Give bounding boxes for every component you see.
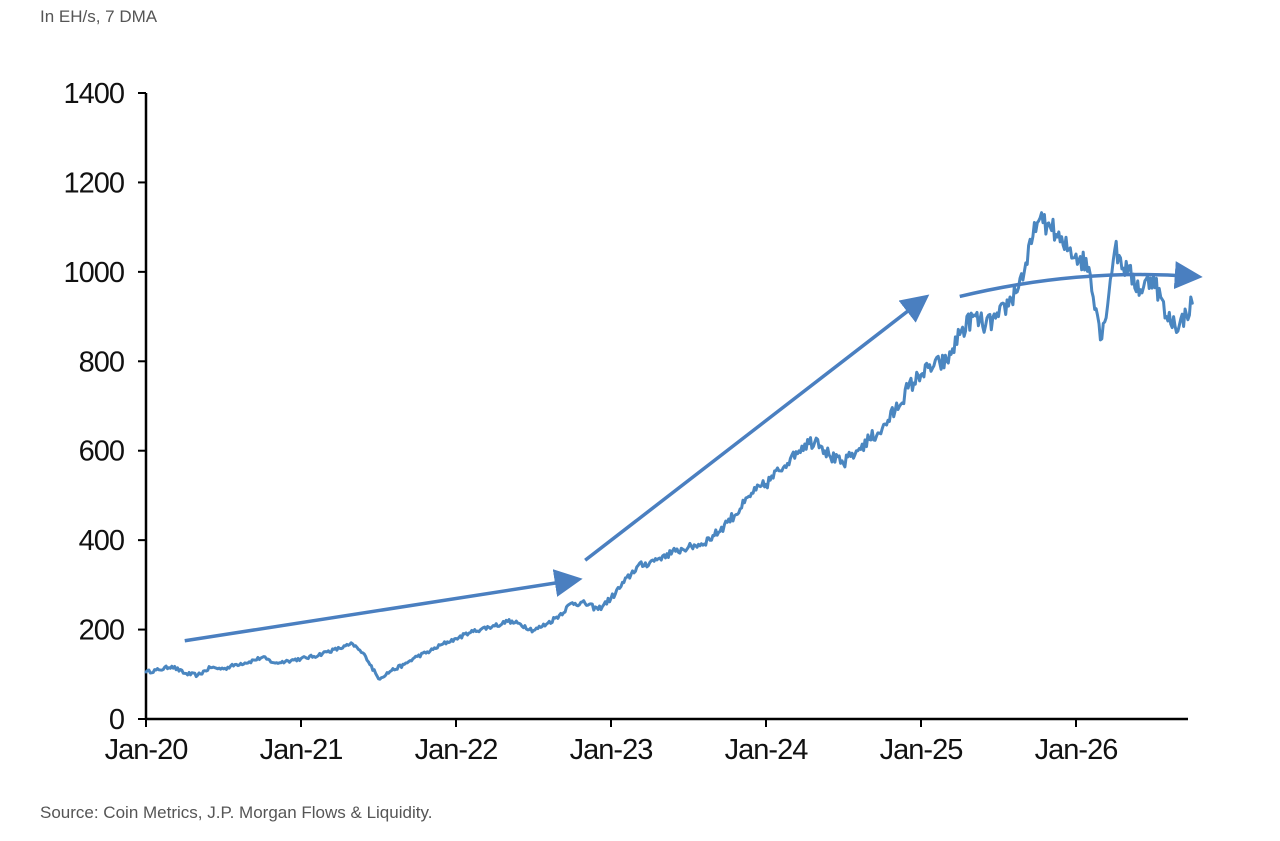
y-tick-label: 400	[79, 525, 124, 557]
x-tick-label: Jan-20	[105, 734, 188, 766]
unit-label: In EH/s, 7 DMA	[40, 7, 158, 26]
x-axis-ticks: Jan-20 Jan-21 Jan-22 Jan-23 Jan-24 Jan-25 Jan-…	[105, 719, 1118, 766]
x-tick-label: Jan-25	[880, 734, 963, 766]
x-tick-label: Jan-21	[260, 734, 343, 766]
y-tick-label: 1200	[63, 167, 124, 199]
y-tick-label: 0	[109, 704, 124, 736]
trend-arrow	[184, 569, 583, 643]
trend-arrow	[959, 261, 1203, 299]
hashrate-series-line	[144, 211, 1194, 681]
y-tick-label: 1000	[63, 257, 124, 289]
source-note: Source: Coin Metrics, J.P. Morgan Flows …	[40, 803, 433, 822]
trend-arrows	[184, 261, 1203, 643]
y-tick-label: 1400	[63, 78, 124, 110]
axes	[144, 93, 1188, 721]
trend-arrow	[584, 294, 930, 562]
x-tick-label: Jan-23	[570, 734, 653, 766]
series-group	[144, 211, 1194, 681]
x-tick-label: Jan-26	[1035, 734, 1118, 766]
y-axis-ticks: 0 200 400 600 800 1000 1200 1400	[63, 78, 146, 736]
y-tick-label: 800	[79, 346, 124, 378]
y-tick-label: 200	[79, 615, 124, 647]
x-tick-label: Jan-24	[725, 734, 809, 766]
x-tick-label: Jan-22	[415, 734, 498, 766]
y-tick-label: 600	[79, 436, 124, 468]
